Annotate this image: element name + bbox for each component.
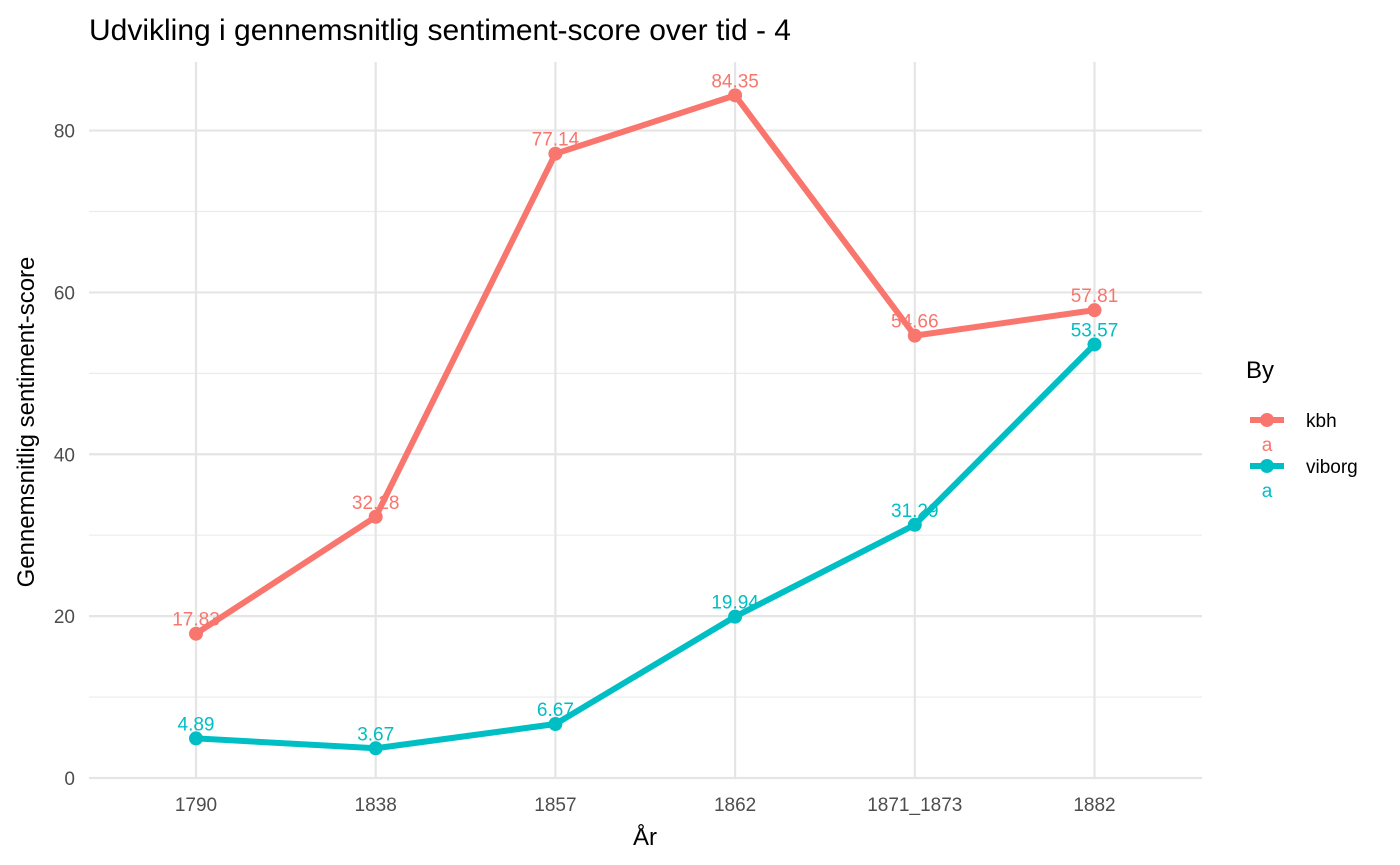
x-tick-label: 1862 <box>714 795 756 816</box>
legend-key-text: a <box>1262 481 1273 502</box>
x-tick-label: 1871_1873 <box>867 795 962 816</box>
data-point-kbh <box>548 146 563 161</box>
legend-items: a kbh a viborg <box>1250 411 1358 502</box>
data-label-kbh: 77.14 <box>532 130 580 151</box>
legend-title: By <box>1246 357 1274 384</box>
data-point-kbh <box>728 88 743 103</box>
data-point-kbh <box>1087 303 1102 318</box>
series-line-kbh <box>194 92 1095 637</box>
y-axis-title: Gennemsnitlig sentiment-score <box>13 257 40 588</box>
data-label-kbh: 57.81 <box>1071 286 1119 307</box>
data-label-viborg: 31.29 <box>891 501 939 522</box>
y-tick-label: 60 <box>54 283 75 304</box>
data-label-kbh: 32.28 <box>352 493 400 514</box>
legend-label: kbh <box>1306 411 1337 432</box>
data-point-viborg <box>368 741 383 756</box>
data-point-kbh <box>189 626 203 641</box>
data-point-viborg <box>907 517 922 532</box>
data-point-viborg <box>548 717 563 732</box>
x-tick-label: 1790 <box>175 795 217 816</box>
data-label-viborg: 3.67 <box>357 724 394 745</box>
data-point-viborg <box>728 609 743 624</box>
series-lines <box>189 88 1102 756</box>
data-label-viborg: 53.57 <box>1071 320 1119 341</box>
data-point-kbh <box>907 328 922 343</box>
chart-title: Udvikling i gennemsnitlig sentiment-scor… <box>89 14 791 47</box>
y-tick-label: 0 <box>64 769 75 790</box>
axis-ticks: 0 20 40 60 80 1790 1838 1857 1862 1871_1873 1882 <box>54 122 1116 816</box>
legend-label: viborg <box>1306 457 1358 478</box>
y-tick-label: 40 <box>54 445 75 466</box>
data-label-viborg: 19.94 <box>711 593 759 614</box>
data-label-viborg: 6.67 <box>537 700 574 721</box>
data-point-viborg <box>189 731 203 746</box>
data-label-kbh: 84.35 <box>711 71 759 92</box>
x-tick-label: 1838 <box>355 795 397 816</box>
legend-key-text: a <box>1262 435 1273 456</box>
grid-lines <box>89 62 1202 780</box>
x-axis-title: År <box>633 823 657 851</box>
y-tick-label: 80 <box>54 122 75 143</box>
x-tick-label: 1882 <box>1073 795 1115 816</box>
legend: By a kbh a viborg <box>1246 357 1358 502</box>
data-label-viborg: 4.89 <box>178 714 215 735</box>
legend-item-viborg: a viborg <box>1250 457 1358 502</box>
series-line-viborg <box>195 342 1097 752</box>
legend-key-point <box>1260 459 1274 473</box>
data-point-viborg <box>1087 337 1102 352</box>
data-label-kbh: 54.66 <box>891 312 939 333</box>
y-tick-label: 20 <box>54 607 75 628</box>
data-labels: 17.83 32.28 77.14 84.35 54.66 57.81 4.89 3.67 6.… <box>172 71 1118 745</box>
data-label-kbh: 17.83 <box>172 610 220 631</box>
data-point-kbh <box>368 509 383 524</box>
legend-key-point <box>1260 413 1274 427</box>
x-tick-label: 1857 <box>534 795 576 816</box>
legend-item-kbh: a kbh <box>1250 411 1337 456</box>
